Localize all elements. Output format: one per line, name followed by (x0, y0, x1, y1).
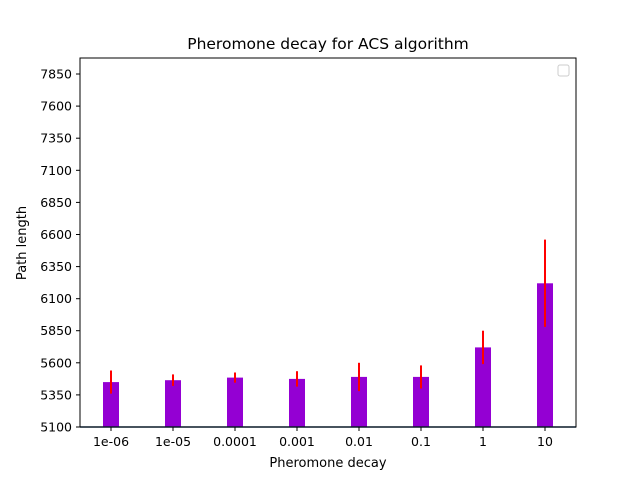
x-tick-label: 1e-06 (93, 434, 129, 449)
y-tick-label: 5100 (40, 420, 72, 435)
chart-title: Pheromone decay for ACS algorithm (187, 35, 469, 53)
bar-0.001 (289, 378, 305, 427)
bar-0.01 (351, 376, 367, 427)
bars-layer (103, 283, 553, 427)
x-tick-label: 0.01 (345, 434, 373, 449)
bar-1 (475, 347, 491, 427)
plot-frame (79, 57, 577, 428)
x-axis: 1e-06 1e-05 0.0001 0.001 0.01 0.1 1 10 (93, 427, 553, 449)
bar-0.1 (413, 376, 429, 427)
y-tick-label: 7850 (40, 67, 72, 82)
y-axis: 5100 5350 5600 5850 6100 6350 6600 6850 7100 7350… (40, 67, 80, 435)
bar-1e-06 (103, 382, 119, 427)
x-tick-label: 1 (479, 434, 487, 449)
y-tick-label: 7350 (40, 131, 72, 146)
bar-0.0001 (227, 377, 243, 427)
y-tick-label: 5350 (40, 387, 72, 402)
legend-box (557, 64, 570, 77)
y-tick-label: 6350 (40, 259, 72, 274)
y-tick-label: 5850 (40, 323, 72, 338)
x-tick-label: 10 (537, 434, 553, 449)
errorbars-layer (110, 239, 546, 394)
x-tick-label: 0.001 (279, 434, 315, 449)
x-axis-label: Pheromone decay (269, 456, 386, 471)
bar-1e-05 (165, 380, 181, 427)
y-tick-label: 7600 (40, 99, 72, 114)
x-tick-label: 1e-05 (155, 434, 191, 449)
y-tick-label: 6100 (40, 291, 72, 306)
y-tick-label: 6600 (40, 227, 72, 242)
y-axis-label: Path length (15, 206, 30, 280)
y-tick-label: 7100 (40, 163, 72, 178)
bar-10 (537, 283, 553, 427)
x-tick-label: 0.0001 (213, 434, 257, 449)
y-tick-label: 5600 (40, 355, 72, 370)
x-tick-label: 0.1 (411, 434, 431, 449)
y-tick-label: 6850 (40, 195, 72, 210)
